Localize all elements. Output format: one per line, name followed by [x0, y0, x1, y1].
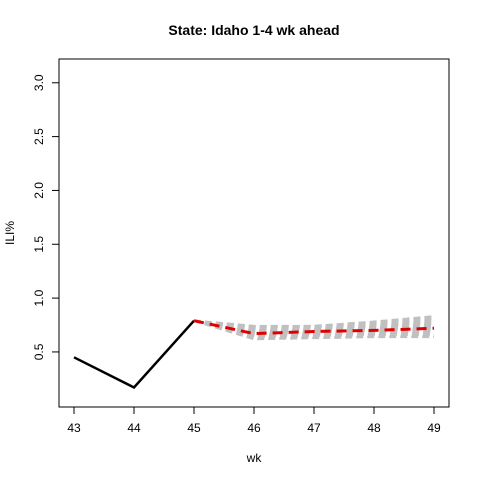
- plot-frame: [58, 58, 450, 408]
- x-tick-label: 49: [427, 421, 441, 435]
- observed-line: [73, 319, 195, 390]
- forecast-sample-line: [193, 319, 435, 333]
- x-axis: 43 44 45 46 47 48 49: [67, 406, 441, 435]
- x-tick-label: 48: [367, 421, 381, 435]
- forecast-sample-line: [193, 319, 434, 341]
- y-tick-label: 1.0: [32, 289, 46, 306]
- y-tick-label: 2.0: [32, 182, 46, 199]
- x-tick-label: 46: [247, 421, 261, 435]
- x-axis-title: wk: [246, 451, 263, 465]
- x-tick-label: 47: [307, 421, 321, 435]
- forecast-mean-line: [193, 319, 435, 336]
- x-tick-label: 45: [187, 421, 201, 435]
- y-axis-title: ILI%: [3, 221, 17, 245]
- forecast-sample-line: [193, 319, 435, 330]
- y-tick-label: 3.0: [32, 74, 46, 91]
- forecast-sample-line: [193, 315, 435, 328]
- y-axis: 0.5 1.0 1.5 2.0 2.5 3.0: [32, 72, 60, 364]
- x-tick-label: 44: [127, 421, 141, 435]
- y-tick-label: 1.5: [32, 236, 46, 253]
- forecast-sample-line: [193, 317, 435, 329]
- x-tick-label: 43: [67, 421, 81, 435]
- chart-title: State: Idaho 1-4 wk ahead: [168, 22, 339, 38]
- y-tick-label: 2.5: [32, 128, 46, 145]
- main-series: [73, 319, 435, 390]
- y-tick-label: 0.5: [32, 343, 46, 360]
- forecast-sample-line: [193, 319, 435, 331]
